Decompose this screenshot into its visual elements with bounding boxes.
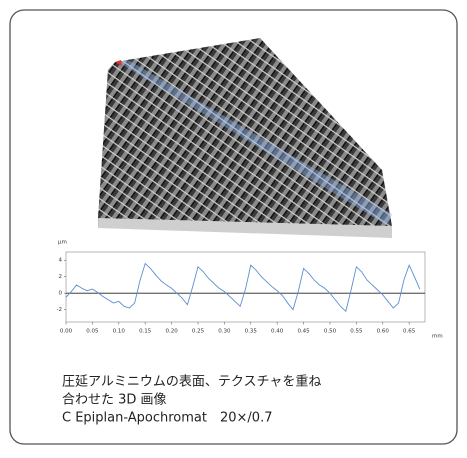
- profile-line: [65, 262, 421, 313]
- y-tick-label: -2: [57, 307, 62, 313]
- x-tick-label: 0.10: [113, 329, 126, 335]
- x-tick-label: 0.20: [165, 329, 178, 335]
- x-axis-label: mm: [432, 334, 443, 340]
- x-tick-label: 0.55: [350, 329, 363, 335]
- x-tick-label: 0.25: [192, 329, 205, 335]
- caption-line: 合わせた 3D 画像: [62, 393, 167, 408]
- x-tick-label: 0.40: [271, 329, 284, 335]
- x-tick-label: 0.15: [139, 329, 152, 335]
- x-tick-label: 0.60: [377, 329, 390, 335]
- y-tick-label: 4: [59, 258, 63, 264]
- caption-line: 圧延アルミニウムの表面、テクスチャを重ね: [62, 374, 321, 390]
- x-tick-label: 0.65: [403, 329, 416, 335]
- y-axis-label: μm: [58, 240, 67, 246]
- caption-line: C Epiplan-Apochromat 20×/0.7: [62, 411, 272, 426]
- plot-frame: [65, 251, 426, 323]
- x-tick-label: 0.00: [60, 329, 73, 335]
- x-tick-label: 0.30: [218, 329, 231, 335]
- x-tick-label: 0.05: [86, 329, 99, 335]
- x-tick-label: 0.35: [245, 329, 258, 335]
- profile-chart: 4 2 0 -2 0.00 0.05 0.10 0.15 0.20 0.25 0.30 0.35 0.4…: [57, 251, 426, 335]
- surface-3d-image: [98, 38, 392, 238]
- x-tick-label: 0.45: [297, 329, 310, 335]
- y-tick-label: 0: [59, 291, 63, 297]
- y-tick-label: 2: [59, 274, 63, 280]
- x-tick-label: 0.50: [324, 329, 337, 335]
